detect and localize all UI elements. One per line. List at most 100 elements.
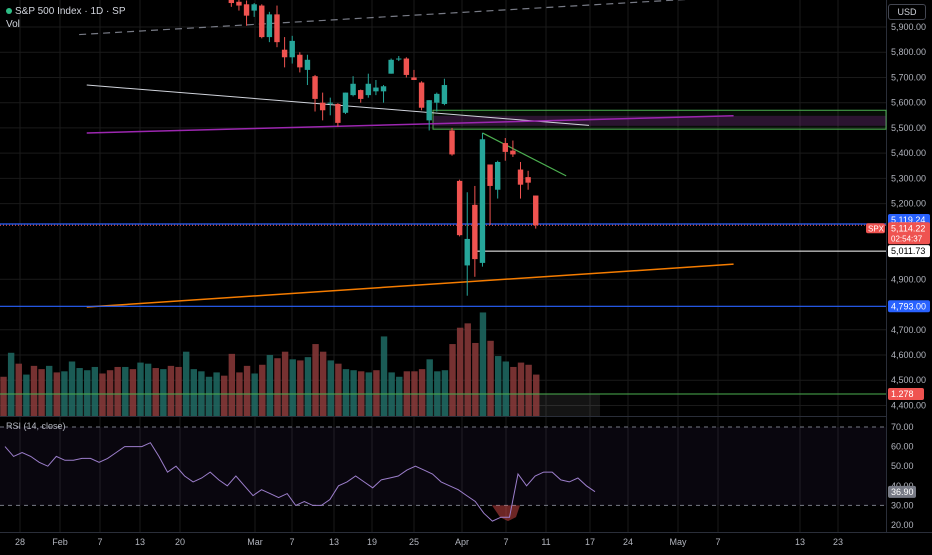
candle-body (312, 76, 318, 99)
candle-body (472, 204, 478, 260)
purple-moving-average (86, 115, 734, 134)
candle-body (297, 54, 303, 68)
volume-bar (91, 366, 99, 416)
volume-bar (525, 364, 532, 416)
volume-bar (84, 370, 91, 416)
price-tick-label: 5,300.00 (891, 173, 926, 183)
volume-bar (441, 370, 449, 416)
volume-bar (190, 369, 197, 416)
volume-bar (15, 363, 22, 416)
time-tick-label: 28 (15, 537, 25, 547)
candle-body (304, 59, 311, 70)
market-status-icon (6, 8, 12, 15)
symbol-name[interactable]: S&P 500 Index (15, 6, 82, 17)
volume-bar (510, 366, 517, 416)
candle-body (441, 85, 448, 104)
header-separator: · (84, 6, 88, 17)
time-tick-label: 13 (795, 537, 805, 547)
candle-body (251, 4, 257, 11)
time-tick-label: 7 (289, 537, 294, 547)
price-tick-label: 5,200.00 (891, 199, 926, 209)
candle-body (396, 58, 402, 60)
volume-bar (335, 363, 342, 416)
time-tick-label: 7 (97, 537, 102, 547)
volume-bar (205, 376, 213, 416)
volume-bar (426, 359, 433, 416)
volume-bar (502, 361, 509, 416)
volume-bar (380, 336, 388, 416)
header-separator: · (106, 6, 110, 17)
candle-body (388, 59, 394, 74)
candle-body (228, 0, 235, 4)
candle-body (403, 58, 410, 75)
candle-body (289, 40, 295, 58)
volume-bar (68, 361, 76, 416)
rsi-tick-label: 70.00 (891, 422, 914, 432)
time-tick-label: 19 (367, 537, 377, 547)
interval[interactable]: 1D (90, 6, 104, 17)
volume-bar (167, 365, 175, 416)
candle-body (274, 14, 280, 43)
drawings[interactable] (0, 0, 887, 308)
time-axis[interactable]: 28 Feb 7 13 20 Mar 7 13 19 25 Apr 7 11 17 24 May 7 13 23 (0, 532, 932, 548)
candle-body (502, 143, 508, 152)
volume-bar (0, 376, 7, 416)
volume-bar (106, 370, 114, 416)
candle-body (456, 180, 463, 236)
candle-body (342, 92, 349, 113)
price-tick-label: 4,700.00 (891, 325, 926, 335)
candle-body (464, 238, 470, 266)
symbol-tag-bg (866, 223, 885, 234)
rsi-label[interactable]: RSI (14, close) (6, 421, 66, 431)
volume-bar (182, 351, 190, 416)
price-tag-white-bg (888, 245, 930, 258)
rsi-value-tag-bg (888, 485, 916, 498)
rsi-tick-label: 40.00 (891, 481, 914, 491)
candle-body (426, 100, 432, 121)
time-tick-label: 23 (833, 537, 843, 547)
time-tick-label: May (669, 537, 687, 547)
candle-body (525, 177, 531, 183)
rsi-pane (0, 426, 886, 522)
volume-bar (45, 365, 53, 416)
rsi-tick-label: 20.00 (891, 520, 914, 530)
volume-bar (137, 362, 144, 416)
candle-body (380, 86, 387, 92)
exchange: SP (112, 6, 126, 17)
candle-body (487, 164, 493, 186)
time-tick-label: 20 (175, 537, 185, 547)
chart-header: S&P 500 Index · 1D · SP Vol (6, 5, 126, 31)
volume-bar (129, 369, 137, 416)
volume-bar (327, 360, 334, 416)
volume-label[interactable]: Vol (6, 19, 20, 30)
candle-body (510, 150, 516, 155)
time-tick-label: 7 (715, 537, 720, 547)
volume-bar (114, 366, 121, 416)
volume-bar (396, 376, 403, 416)
currency-button[interactable]: USD (888, 4, 926, 20)
price-tick-label: 5,400.00 (891, 148, 926, 158)
volume-bar (487, 340, 494, 416)
symbol-line[interactable]: S&P 500 Index · 1D · SP (6, 5, 126, 18)
rsi-band (0, 427, 886, 506)
candle-body (259, 5, 265, 38)
volume-bar (289, 359, 296, 416)
price-axis[interactable]: 5,900.00 5,800.00 5,700.00 5,600.00 5,500.00… (866, 22, 930, 530)
time-tick-label: Feb (52, 537, 68, 547)
candle-body (266, 14, 273, 38)
candle-body (319, 102, 326, 111)
candle-body (533, 195, 539, 226)
time-tick-label: Mar (247, 537, 263, 547)
volume-bar (281, 351, 289, 416)
rsi-oversold-fill (492, 505, 520, 522)
volume-ma-tag-bg (888, 388, 924, 400)
volume-bar (449, 344, 456, 416)
last-price-tag-bg (888, 222, 930, 245)
volume-bar (533, 374, 540, 416)
candle-body (365, 83, 372, 96)
volume-bar (418, 369, 426, 416)
volume-bar (319, 351, 327, 416)
price-tag-blue: 4,793.00 (891, 301, 926, 311)
rsi-tick-label: 50.00 (891, 461, 914, 471)
